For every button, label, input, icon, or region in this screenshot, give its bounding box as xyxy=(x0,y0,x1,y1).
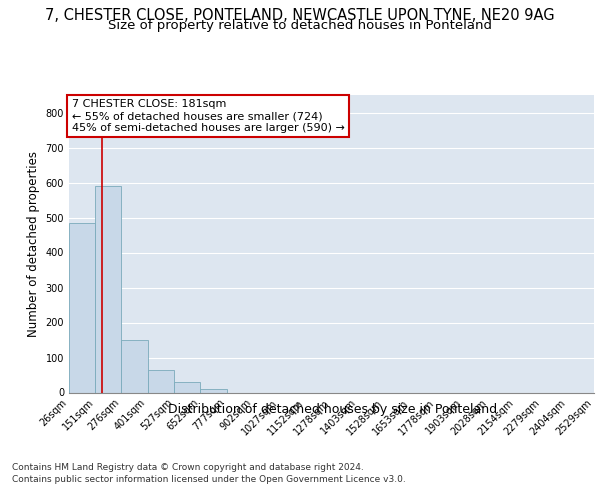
Bar xyxy=(69,223,95,392)
Text: 7, CHESTER CLOSE, PONTELAND, NEWCASTLE UPON TYNE, NE20 9AG: 7, CHESTER CLOSE, PONTELAND, NEWCASTLE U… xyxy=(45,8,555,22)
Bar xyxy=(121,340,148,392)
Bar xyxy=(95,186,121,392)
Text: Contains public sector information licensed under the Open Government Licence v3: Contains public sector information licen… xyxy=(12,474,406,484)
Text: Contains HM Land Registry data © Crown copyright and database right 2024.: Contains HM Land Registry data © Crown c… xyxy=(12,464,364,472)
Bar xyxy=(174,382,200,392)
Y-axis label: Number of detached properties: Number of detached properties xyxy=(27,151,40,337)
Bar xyxy=(148,370,174,392)
Text: Size of property relative to detached houses in Ponteland: Size of property relative to detached ho… xyxy=(108,18,492,32)
Bar xyxy=(200,389,227,392)
Text: 7 CHESTER CLOSE: 181sqm
← 55% of detached houses are smaller (724)
45% of semi-d: 7 CHESTER CLOSE: 181sqm ← 55% of detache… xyxy=(71,100,344,132)
Text: Distribution of detached houses by size in Ponteland: Distribution of detached houses by size … xyxy=(169,402,497,415)
